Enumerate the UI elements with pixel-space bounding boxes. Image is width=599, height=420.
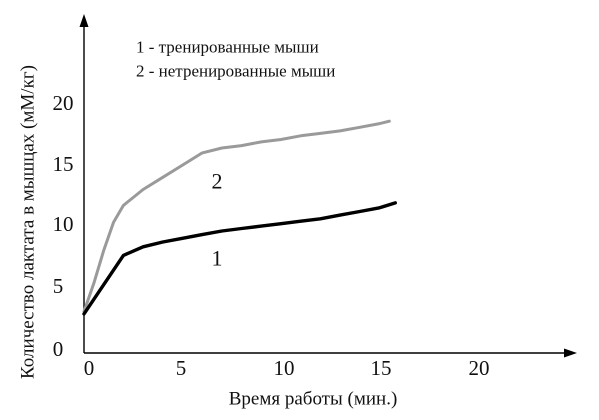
legend-entry-2: 2 - нетренированные мыши [136, 62, 335, 81]
y-axis-arrow [79, 14, 89, 27]
y-tick-label-10: 10 [53, 212, 74, 236]
curve-label-2: 2 [212, 169, 223, 194]
x-tick-label-5: 5 [176, 356, 187, 380]
x-tick-label-10: 10 [274, 356, 295, 380]
series-line-untrained [82, 119, 391, 313]
y-tick-label-20: 20 [53, 91, 74, 115]
x-tick-label-20: 20 [469, 356, 490, 380]
legend-entry-1: 1 - тренированные мыши [136, 38, 319, 57]
x-axis-title: Время работы (мин.) [229, 389, 398, 410]
x-axis-arrow [564, 348, 577, 358]
x-tick-label-15: 15 [371, 356, 392, 380]
series-line-trained [82, 201, 397, 316]
y-tick-label-0: 0 [53, 337, 64, 361]
x-tick-label-0: 0 [84, 356, 95, 380]
y-axis-title: Количество лактата в мышцах (мМ/кг) [18, 65, 39, 379]
curve-label-1: 1 [212, 246, 223, 271]
y-tick-label-5: 5 [53, 274, 64, 298]
y-tick-label-15: 15 [53, 152, 74, 176]
